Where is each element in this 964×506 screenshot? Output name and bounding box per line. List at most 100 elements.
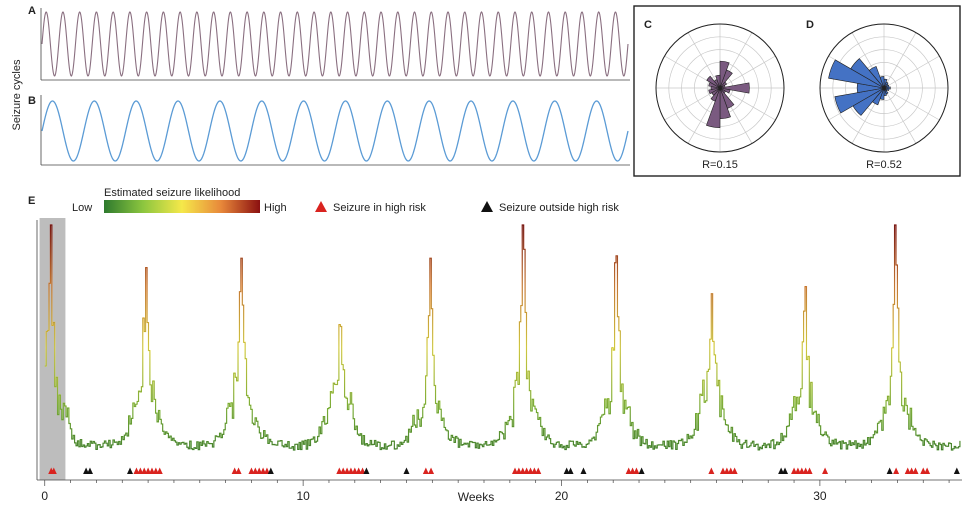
seizure-high-risk-marker — [336, 467, 343, 474]
seizure-high-risk-marker — [920, 467, 927, 474]
seizure-high-risk-marker — [148, 467, 155, 474]
polar-c-r-label: R=0.15 — [702, 159, 738, 171]
polar-histogram-d — [819, 23, 949, 153]
seizure-high-risk-marker — [156, 467, 163, 474]
seizure-high-risk-marker — [629, 467, 636, 474]
seizure-outside-risk-marker — [567, 467, 574, 474]
seizure-outside-risk-marker — [886, 467, 893, 474]
seizure-high-risk-marker — [347, 467, 354, 474]
x-tick-label: 10 — [296, 489, 310, 503]
polar-c-spoke — [719, 87, 776, 121]
panel-label-d: D — [806, 19, 814, 31]
polar-inset-frame — [633, 5, 961, 177]
panel-b-series-line — [41, 100, 629, 162]
seizure-high-risk-marker — [904, 467, 911, 474]
seizure-outside-risk-marker — [782, 467, 789, 474]
seizure-high-risk-marker — [248, 467, 255, 474]
seizure-high-risk-marker — [512, 467, 519, 474]
polar-d-bin — [879, 76, 885, 89]
seizure-high-risk-marker — [531, 467, 538, 474]
colorbar-high-label: High — [264, 202, 287, 214]
highlight-first-week — [39, 218, 66, 480]
seizure-high-risk-marker — [719, 467, 726, 474]
seizure-high-risk-marker — [912, 467, 919, 474]
seizure-outside-risk-marker — [403, 467, 410, 474]
polar-d-outer-ring — [819, 23, 949, 153]
seizure-high-risk-marker — [355, 467, 362, 474]
polar-c-bin — [706, 75, 721, 89]
seizure-high-risk-marker — [527, 467, 534, 474]
polar-d-bin — [850, 58, 885, 89]
seizure-outside-risk-marker — [86, 467, 93, 474]
seizure-outside-risk-marker — [778, 467, 785, 474]
seizure-high-risk-marker — [535, 467, 542, 474]
seizure-high-risk-marker — [256, 467, 263, 474]
seizure-high-risk-marker — [633, 467, 640, 474]
likelihood-trace — [44, 224, 961, 451]
x-tick-label: 20 — [555, 489, 569, 503]
panel-a-series-line — [41, 11, 629, 77]
seizure-high-risk-marker — [428, 467, 435, 474]
seizure-high-risk-marker — [893, 467, 900, 474]
seizure-outside-risk-marker — [127, 467, 134, 474]
seizure-high-risk-marker — [708, 467, 715, 474]
seizure-high-risk-marker — [141, 467, 148, 474]
polar-d-spoke — [883, 55, 940, 89]
colorbar-low-label: Low — [72, 202, 92, 214]
seizure-high-risk-marker — [723, 467, 730, 474]
seizure-high-risk-marker — [231, 467, 238, 474]
polar-c-bin — [708, 87, 721, 95]
panel-a-plot — [40, 8, 630, 81]
seizure-high-risk-marker — [152, 467, 159, 474]
seizure-high-risk-marker — [351, 467, 358, 474]
seizure-high-risk-marker — [133, 467, 140, 474]
panel-b-plot — [40, 95, 630, 166]
seizure-high-risk-marker — [731, 467, 738, 474]
panel-label-b: B — [28, 95, 36, 107]
seizure-high-risk-marker — [625, 467, 632, 474]
legend-marker-outside-risk — [481, 201, 493, 212]
panel-label-a: A — [28, 5, 36, 17]
seizure-high-risk-marker — [263, 467, 270, 474]
polar-d-bin — [828, 59, 885, 89]
seizure-high-risk-marker — [344, 467, 351, 474]
seizure-outside-risk-marker — [267, 467, 274, 474]
polar-histogram-c — [655, 23, 785, 153]
seizure-high-risk-marker — [822, 467, 829, 474]
polar-d-spoke — [883, 87, 917, 144]
seizure-high-risk-marker — [806, 467, 813, 474]
panel-label-e: E — [28, 195, 35, 207]
seizure-cycles-ylabel: Seizure cycles — [11, 59, 23, 130]
seizure-high-risk-marker — [523, 467, 530, 474]
polar-c-bin — [710, 87, 721, 102]
legend-label-outside-risk: Seizure outside high risk — [499, 202, 619, 214]
x-tick-label: 30 — [813, 489, 827, 503]
seizure-outside-risk-marker — [953, 467, 960, 474]
seizure-high-risk-marker — [235, 467, 242, 474]
x-tick-label: 0 — [41, 489, 48, 503]
seizure-high-risk-marker — [924, 467, 931, 474]
colorbar-title: Estimated seizure likelihood — [104, 187, 240, 199]
seizure-outside-risk-marker — [580, 467, 587, 474]
seizure-high-risk-marker — [802, 467, 809, 474]
seizure-high-risk-marker — [260, 467, 267, 474]
seizure-high-risk-marker — [519, 467, 526, 474]
polar-c-outer-ring — [655, 23, 785, 153]
weeks-xlabel: Weeks — [458, 490, 494, 504]
seizure-high-risk-marker — [794, 467, 801, 474]
seizure-high-risk-marker — [340, 467, 347, 474]
seizure-outside-risk-marker — [363, 467, 370, 474]
seizure-high-risk-marker — [791, 467, 798, 474]
panel-label-c: C — [644, 19, 652, 31]
panel-e-plot: 0 10 20 30 — [36, 218, 962, 503]
seizure-outside-risk-marker — [638, 467, 645, 474]
polar-d-spoke — [883, 87, 940, 121]
polar-c-spoke — [687, 32, 721, 89]
colorbar — [104, 200, 260, 213]
seizure-high-risk-marker — [50, 467, 57, 474]
seizure-outside-risk-marker — [83, 467, 90, 474]
polar-d-bin — [834, 87, 885, 114]
seizure-outside-risk-marker — [563, 467, 570, 474]
seizure-high-risk-marker — [422, 467, 429, 474]
